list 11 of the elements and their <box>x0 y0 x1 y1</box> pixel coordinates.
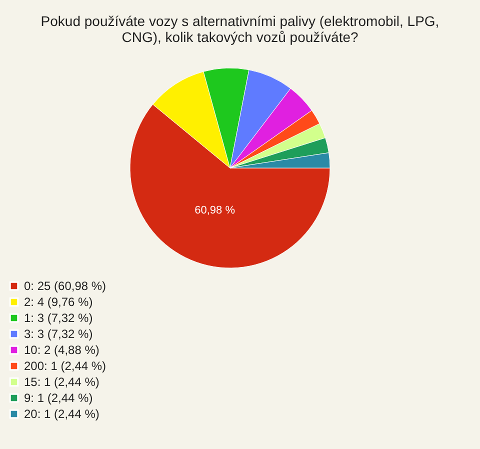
legend-label: 3: 3 (7,32 %) <box>24 327 93 341</box>
legend-label: 9: 1 (2,44 %) <box>24 391 93 405</box>
data-label: 60,98 % <box>194 204 236 216</box>
legend-label: 2: 4 (9,76 %) <box>24 295 93 309</box>
legend-label: 0: 25 (60,98 %) <box>24 279 106 293</box>
legend-label: 1: 3 (7,32 %) <box>24 311 93 325</box>
legend-label: 200: 1 (2,44 %) <box>24 359 106 373</box>
legend-label: 15: 1 (2,44 %) <box>24 375 100 389</box>
legend-label: 10: 2 (4,88 %) <box>24 343 100 357</box>
legend-label: 20: 1 (2,44 %) <box>24 407 100 421</box>
chart-title: Pokud používáte vozy s alternativními palivy (elektromobil, LPG, CNG), kolik takových vozů používáte? <box>40 13 440 45</box>
